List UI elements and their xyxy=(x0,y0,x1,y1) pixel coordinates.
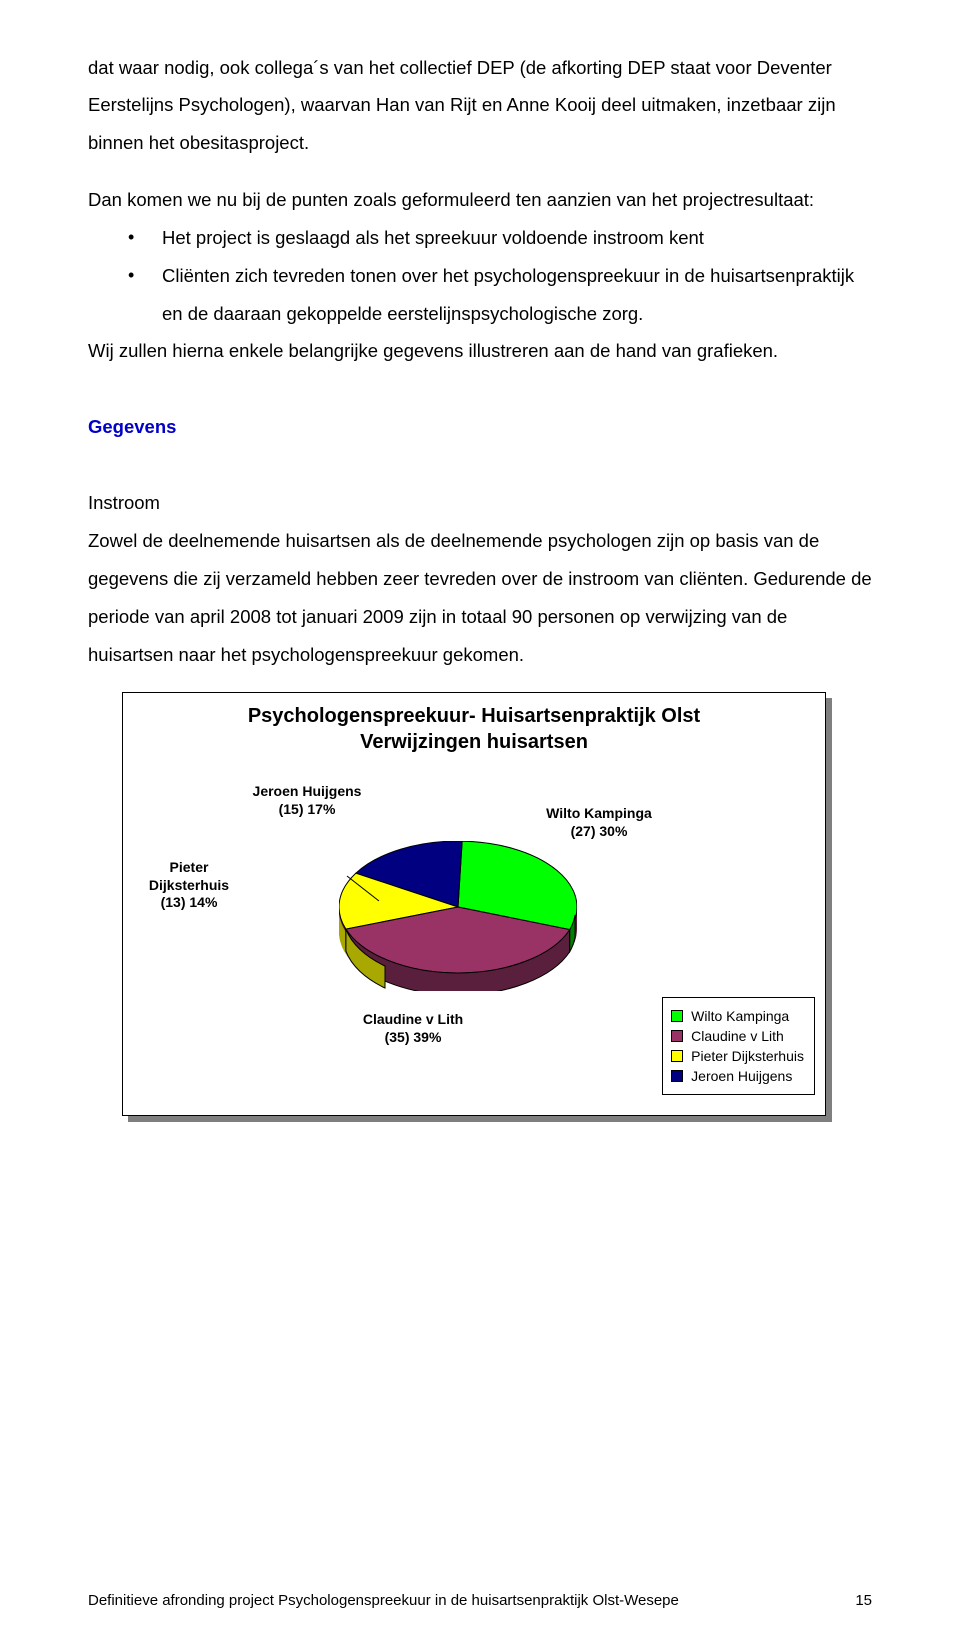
legend-item: Jeroen Huijgens xyxy=(671,1068,804,1084)
chart-legend: Wilto Kampinga Claudine v Lith Pieter Di… xyxy=(662,997,815,1095)
list-item: Cliënten zich tevreden tonen over het ps… xyxy=(128,257,872,333)
label-text: Dijksterhuis xyxy=(149,877,229,893)
legend-item: Pieter Dijksterhuis xyxy=(671,1048,804,1064)
pie-chart-container: Psychologenspreekuur- Huisartsenpraktijk… xyxy=(122,692,832,1122)
subheading-instroom: Instroom xyxy=(88,484,872,522)
footer-text: Definitieve afronding project Psychologe… xyxy=(88,1592,679,1609)
paragraph-intro: dat waar nodig, ook collega´s van het co… xyxy=(88,49,872,163)
slice-label-claudine: Claudine v Lith (35) 39% xyxy=(343,1011,483,1046)
legend-swatch xyxy=(671,1030,683,1042)
chart-title-line2: Verwijzingen huisartsen xyxy=(360,731,588,753)
pie-svg xyxy=(339,841,577,991)
slice-label-jeroen: Jeroen Huijgens (15) 17% xyxy=(237,783,377,818)
bullet-list: Het project is geslaagd als het spreekuu… xyxy=(88,219,872,333)
footer-page-number: 15 xyxy=(855,1592,872,1609)
label-text: Pieter xyxy=(170,859,209,875)
list-item: Het project is geslaagd als het spreekuu… xyxy=(128,219,872,257)
legend-item: Wilto Kampinga xyxy=(671,1008,804,1024)
paragraph-lead: Dan komen we nu bij de punten zoals gefo… xyxy=(88,181,872,219)
label-text: Wilto Kampinga xyxy=(546,805,652,821)
slice-label-wilto: Wilto Kampinga (27) 30% xyxy=(529,805,669,840)
chart-title-line1: Psychologenspreekuur- Huisartsenpraktijk… xyxy=(248,705,700,727)
label-text: Claudine v Lith xyxy=(363,1011,463,1027)
legend-item: Claudine v Lith xyxy=(671,1028,804,1044)
label-text: (35) 39% xyxy=(385,1029,442,1045)
label-text: Jeroen Huijgens xyxy=(253,783,362,799)
legend-label: Jeroen Huijgens xyxy=(691,1068,792,1084)
chart-title: Psychologenspreekuur- Huisartsenpraktijk… xyxy=(123,703,825,755)
label-text: (13) 14% xyxy=(161,894,218,910)
paragraph-followup: Wij zullen hierna enkele belangrijke geg… xyxy=(88,332,872,370)
pie-chart xyxy=(339,841,577,991)
paragraph-instroom: Zowel de deelnemende huisartsen als de d… xyxy=(88,522,872,674)
page-footer: Definitieve afronding project Psychologe… xyxy=(88,1592,872,1609)
slice-label-pieter: Pieter Dijksterhuis (13) 14% xyxy=(135,859,243,912)
legend-swatch xyxy=(671,1070,683,1082)
chart-box: Psychologenspreekuur- Huisartsenpraktijk… xyxy=(122,692,826,1116)
legend-label: Wilto Kampinga xyxy=(691,1008,789,1024)
legend-swatch xyxy=(671,1050,683,1062)
legend-label: Pieter Dijksterhuis xyxy=(691,1048,804,1064)
label-text: (27) 30% xyxy=(571,823,628,839)
legend-swatch xyxy=(671,1010,683,1022)
section-heading-gegevens: Gegevens xyxy=(88,416,872,438)
legend-label: Claudine v Lith xyxy=(691,1028,784,1044)
label-text: (15) 17% xyxy=(279,801,336,817)
page: dat waar nodig, ook collega´s van het co… xyxy=(0,0,960,1629)
